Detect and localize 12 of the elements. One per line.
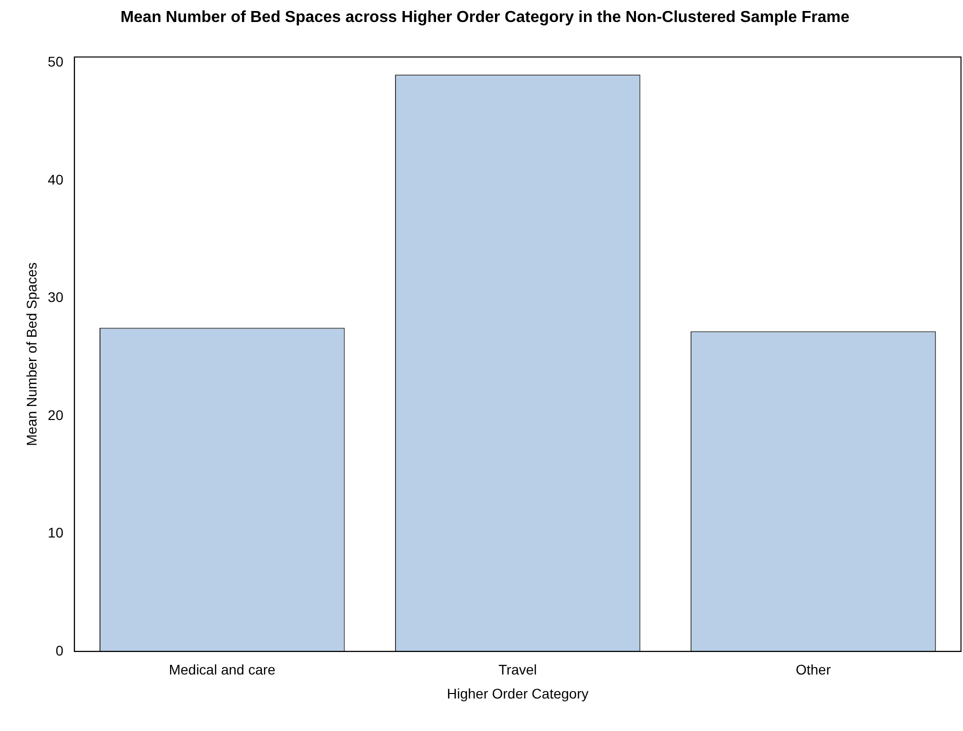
x-tick-label: Travel — [498, 662, 537, 678]
x-axis-title: Higher Order Category — [446, 685, 588, 702]
chart-title: Mean Number of Bed Spaces across Higher Order Category in the Non-Clustered Sample Frame — [119, 8, 851, 27]
x-tick-label: Other — [796, 662, 832, 678]
y-tick-label: 0 — [56, 642, 64, 658]
y-tick-label: 40 — [48, 171, 64, 188]
y-tick-label: 10 — [48, 524, 64, 541]
y-tick-label: 20 — [48, 406, 64, 423]
y-tick-label: 50 — [48, 54, 64, 70]
x-tick-label: Medical and care — [168, 662, 276, 678]
y-tick-label: 30 — [48, 289, 64, 306]
y-axis-title: Mean Number of Bed Spaces — [23, 262, 40, 446]
